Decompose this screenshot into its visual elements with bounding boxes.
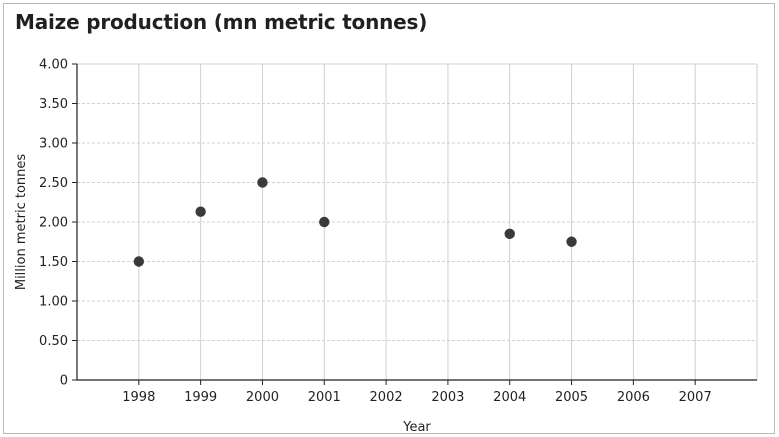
y-tick-label: 0.50 <box>39 334 68 349</box>
chart-title: Maize production (mn metric tonnes) <box>15 10 428 34</box>
y-tick-label: 3.00 <box>39 137 68 152</box>
x-tick-label: 2000 <box>246 390 279 405</box>
x-tick-label: 2003 <box>431 390 464 405</box>
chart-frame <box>3 3 775 434</box>
grid <box>77 63 758 380</box>
x-axis-title: Year <box>402 420 431 435</box>
y-tick-label: 0 <box>60 374 68 389</box>
x-tick-label: 2006 <box>617 390 650 405</box>
data-points <box>133 177 577 267</box>
y-tick-label: 3.50 <box>39 97 68 112</box>
data-point <box>133 256 145 267</box>
y-tick-label: 2.00 <box>39 216 68 231</box>
x-tick-label: 2002 <box>370 390 403 405</box>
data-point <box>504 228 515 240</box>
x-tick-label: 1998 <box>122 390 155 405</box>
x-tick-labels: 1998 1999 2000 2001 2002 2003 2004 2005 2006 2007 <box>122 390 711 405</box>
data-point <box>257 177 268 188</box>
axes <box>72 63 757 385</box>
x-tick-label: 2004 <box>493 390 526 405</box>
x-tick-label: 2007 <box>679 390 712 405</box>
y-tick-labels: 0 0.50 1.00 1.50 2.00 2.50 3.00 3.50 4.00 <box>39 58 68 389</box>
y-tick-label: 4.00 <box>39 58 68 73</box>
data-point <box>319 216 330 228</box>
x-tick-label: 2005 <box>555 390 588 405</box>
x-tick-label: 1999 <box>184 390 217 405</box>
x-tick-label: 2001 <box>308 390 341 405</box>
y-axis-title: Million metric tonnes <box>14 154 29 291</box>
data-point <box>566 236 577 247</box>
data-point <box>195 206 206 217</box>
y-tick-label: 1.50 <box>39 255 68 270</box>
y-tick-label: 1.00 <box>39 295 68 310</box>
y-tick-label: 2.50 <box>39 176 68 191</box>
